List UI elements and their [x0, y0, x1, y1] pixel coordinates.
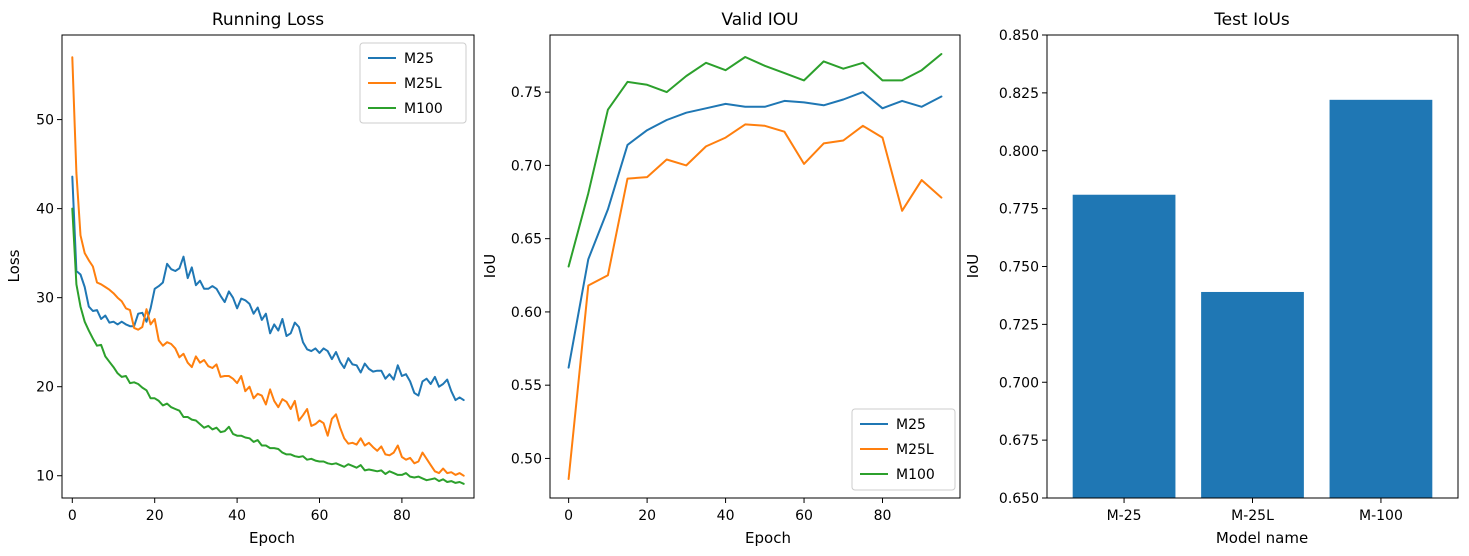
y-tick-label: 0.825	[999, 86, 1039, 102]
x-tick-label: 60	[795, 508, 813, 524]
y-tick-label: 0.60	[511, 305, 542, 321]
y-tick-label: 0.55	[511, 378, 542, 394]
x-tick-label: M-25L	[1231, 508, 1274, 524]
plot-area	[1072, 99, 1433, 499]
y-tick-label: 0.775	[999, 202, 1039, 218]
legend-label-m100: M100	[404, 101, 443, 117]
series-line-m25	[567, 91, 943, 369]
valid-iou-chart: Valid IOU Epoch IoU M25 M25L M100 0.50 0.55…	[481, 10, 961, 547]
plot-area	[567, 53, 943, 480]
y-tick-label: 0.700	[999, 375, 1039, 391]
y-tick-label: 0.675	[999, 433, 1039, 449]
series-line-m100	[71, 207, 465, 485]
legend-box	[851, 408, 956, 491]
y-tick-label: 30	[36, 291, 54, 307]
x-axis-label: Epoch	[249, 529, 295, 547]
x-tick-label: 20	[638, 508, 656, 524]
x-axis-label: Epoch	[745, 529, 791, 547]
test-ious-chart: Test IoUs Model name IoU 0.650 0.675 0.700…	[964, 10, 1459, 547]
series-line-m25l	[567, 123, 943, 480]
x-tick-label: 80	[874, 508, 892, 524]
legend-label-m25: M25	[896, 417, 926, 433]
axes-frame	[61, 34, 475, 499]
x-axis-label: Model name	[1216, 529, 1308, 547]
chart-title: Test IoUs	[1213, 10, 1290, 30]
y-tick-label: 40	[36, 202, 54, 218]
x-tick-label: 80	[393, 508, 411, 524]
running-loss-chart: Running Loss Epoch Loss M25 M25L M100 10 20…	[5, 10, 475, 547]
legend-label-m100: M100	[896, 467, 935, 483]
y-tick-label: 0.650	[999, 491, 1039, 507]
legend-box	[359, 42, 467, 124]
x-tick-label: M-25	[1107, 508, 1142, 524]
bar-m-25	[1072, 194, 1176, 499]
legend: M25 M25L M100	[359, 42, 467, 124]
series-line-m100	[567, 53, 943, 268]
axes-frame	[549, 34, 961, 499]
y-tick-label: 0.75	[511, 85, 542, 101]
x-tick-label: 40	[228, 508, 246, 524]
y-tick-label: 0.70	[511, 158, 542, 174]
bar-m-100	[1329, 99, 1433, 498]
y-axis-label: Loss	[5, 249, 23, 282]
series-line-m25l	[71, 56, 465, 477]
y-tick-label: 0.850	[999, 28, 1039, 44]
legend: M25 M25L M100	[851, 408, 956, 491]
y-axis-label: IoU	[481, 254, 499, 279]
y-tick-label: 0.800	[999, 144, 1039, 160]
plot-area	[71, 56, 465, 485]
x-tick-label: 60	[311, 508, 329, 524]
y-tick-label: 0.725	[999, 317, 1039, 333]
legend-label-m25: M25	[404, 51, 434, 67]
y-tick-label: 50	[36, 113, 54, 129]
chart-title: Valid IOU	[721, 10, 798, 30]
x-tick-label: 20	[146, 508, 164, 524]
y-tick-label: 0.50	[511, 451, 542, 467]
x-tick-label: 0	[564, 508, 573, 524]
y-tick-label: 10	[36, 469, 54, 485]
y-tick-label: 0.65	[511, 232, 542, 248]
y-tick-label: 0.750	[999, 260, 1039, 276]
legend-label-m25l: M25L	[896, 442, 934, 458]
bar-m-25l	[1201, 291, 1304, 498]
series-line-m25	[71, 175, 465, 402]
x-tick-label: 0	[68, 508, 77, 524]
x-tick-label: 40	[717, 508, 735, 524]
legend-label-m25l: M25L	[404, 76, 442, 92]
y-tick-label: 20	[36, 380, 54, 396]
y-axis-label: IoU	[964, 254, 982, 279]
chart-title: Running Loss	[212, 10, 324, 30]
x-tick-label: M-100	[1359, 508, 1403, 524]
